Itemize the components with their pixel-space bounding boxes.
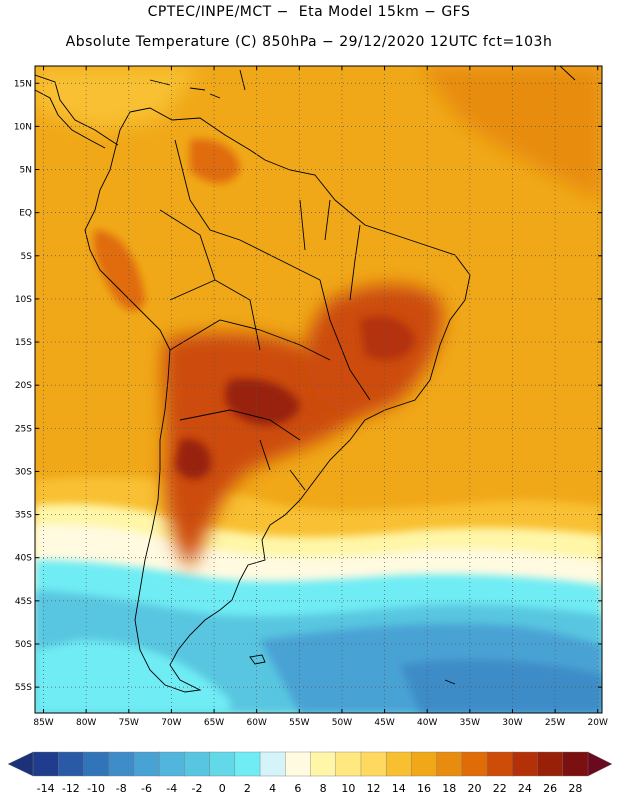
- lon-tick-label: 20W: [588, 718, 608, 728]
- colorbar: [7, 751, 613, 777]
- colorbar-segment: [83, 751, 110, 777]
- lon-tick-label: 55W: [289, 718, 309, 728]
- lon-tick-label: 70W: [161, 718, 181, 728]
- lat-tick-label: 55S: [15, 683, 32, 693]
- colorbar-label: 10: [341, 782, 356, 795]
- colorbar-segment: [310, 751, 337, 777]
- lat-tick-label: 50S: [15, 640, 32, 650]
- lat-tick-label: 15S: [15, 338, 32, 348]
- lon-tick-label: 25W: [545, 718, 565, 728]
- coastlines: [35, 66, 576, 693]
- lat-tick-label: 40S: [15, 554, 32, 564]
- colorbar-segment: [537, 751, 564, 777]
- colorbar-label: 16: [417, 782, 432, 795]
- colorbar-label: 6: [294, 782, 302, 795]
- colorbar-label: 2: [243, 782, 251, 795]
- colorbar-segment: [209, 751, 236, 777]
- lon-tick-label: 85W: [33, 718, 53, 728]
- central-america-outline: [35, 74, 119, 146]
- colorbar-label: 20: [467, 782, 482, 795]
- lat-tick-label: EQ: [19, 209, 32, 219]
- lat-lon-grid: [35, 66, 602, 713]
- colorbar-segment: [133, 751, 160, 777]
- colorbar-label: -6: [141, 782, 152, 795]
- lat-tick-label: 25S: [15, 424, 32, 434]
- lat-tick-label: 30S: [15, 467, 32, 477]
- colorbar-segment: [184, 751, 211, 777]
- colorbar-segment: [385, 751, 413, 777]
- colorbar-label: 4: [269, 782, 277, 795]
- colorbar-label: -14: [36, 782, 55, 795]
- map-frame: [34, 65, 603, 714]
- colorbar-label: -12: [61, 782, 80, 795]
- colorbar-segment: [108, 751, 135, 777]
- colorbar-label: 26: [543, 782, 558, 795]
- colorbar-segment: [562, 751, 589, 777]
- colorbar-min-arrow: [7, 751, 34, 777]
- caribbean-islands: [149, 66, 576, 99]
- colorbar-label: 14: [391, 782, 406, 795]
- temperature-field: [35, 66, 602, 713]
- header-title-line2: Absolute Temperature (C) 850hPa − 29/12/…: [65, 34, 553, 50]
- lat-tick-label: 10N: [14, 122, 32, 132]
- colorbar-label: 8: [319, 782, 327, 795]
- colorbar-segment: [234, 751, 261, 777]
- colorbar-segment: [259, 751, 286, 777]
- colorbar-segment: [512, 751, 539, 777]
- lon-tick-label: 60W: [247, 718, 267, 728]
- colorbar-label: 0: [218, 782, 226, 795]
- lon-tick-label: 65W: [204, 718, 224, 728]
- colorbar-segment: [461, 751, 488, 777]
- colorbar-label: -4: [166, 782, 178, 795]
- colorbar-segment: [411, 751, 438, 777]
- colorbar-segment: [436, 751, 463, 777]
- country-borders: [159, 139, 371, 491]
- colorbar-label: 24: [517, 782, 532, 795]
- colorbar-label: -8: [115, 782, 127, 795]
- colorbar-label: 18: [442, 782, 457, 795]
- south-georgia: [444, 679, 456, 685]
- lat-tick-label: 20S: [15, 381, 32, 391]
- lat-tick-label: 5N: [20, 166, 32, 176]
- lon-tick-label: 80W: [76, 718, 96, 728]
- colorbar-segment: [285, 751, 312, 777]
- colorbar-label: -10: [87, 782, 106, 795]
- colorbar-segment: [58, 751, 85, 777]
- lat-tick-label: 45S: [15, 597, 32, 607]
- south-america-outline: [84, 107, 471, 693]
- lon-tick-label: 40W: [417, 718, 437, 728]
- lat-tick-label: 10S: [15, 295, 32, 305]
- lon-tick-label: 45W: [374, 718, 394, 728]
- colorbar-label: 12: [366, 782, 381, 795]
- lon-tick-label: 35W: [460, 718, 480, 728]
- colorbar-label: 28: [568, 782, 583, 795]
- colorbar-segment: [335, 751, 362, 777]
- colorbar-segment: [360, 751, 387, 777]
- colorbar-segment: [32, 751, 59, 777]
- lon-tick-label: 30W: [502, 718, 522, 728]
- central-america-outline-south: [35, 89, 106, 149]
- colorbar-label: 22: [492, 782, 507, 795]
- lat-tick-label: 15N: [14, 79, 32, 89]
- colorbar-segment: [158, 751, 186, 777]
- lat-tick-label: 5S: [21, 252, 33, 262]
- colorbar-label: -2: [191, 782, 203, 795]
- colorbar-max-arrow: [587, 751, 613, 777]
- header-title-line1: CPTEC/INPE/MCT − Eta Model 15km − GFS: [147, 4, 471, 20]
- lon-tick-label: 50W: [332, 718, 352, 728]
- lat-tick-label: 35S: [15, 511, 32, 521]
- falkland-islands: [249, 654, 266, 665]
- colorbar-segment: [486, 751, 514, 777]
- axis-ticks: 85W 80W 75W 70W 65W 60W 55W 50W 45W 40W 35W 30W 25W 2…: [14, 66, 608, 728]
- lon-tick-label: 75W: [119, 718, 139, 728]
